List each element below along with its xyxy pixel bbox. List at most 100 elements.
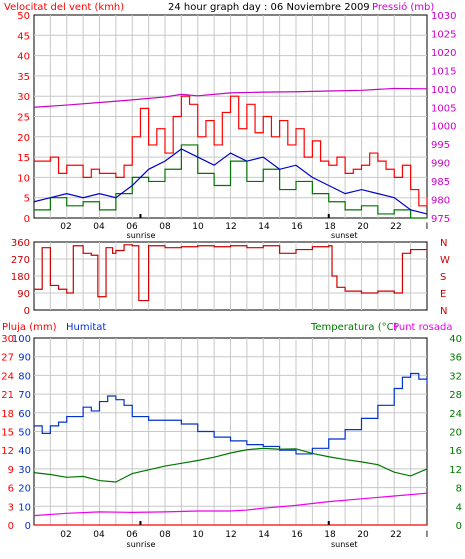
- rain-tick-label: 9: [8, 465, 14, 476]
- direction-tick-label: 180: [11, 272, 30, 283]
- temperature-tick-label: 40: [449, 334, 462, 345]
- x-tick-label: 16: [291, 222, 303, 232]
- x-tick-label: 18: [324, 530, 336, 540]
- x-tick-label: 20: [357, 530, 369, 540]
- compass-tick-label: N: [440, 306, 447, 317]
- rain-tick-label: 27: [1, 353, 14, 364]
- humidity-tick-label: 70: [18, 390, 31, 401]
- x-tick-label: 04: [93, 530, 105, 540]
- humidity-tick-label: 30: [18, 465, 31, 476]
- temperature-tick-label: 20: [449, 428, 462, 439]
- temperature-tick-label: 12: [449, 465, 462, 476]
- rain-tick-label: 18: [1, 409, 14, 420]
- pressure-tick-label: 1025: [431, 29, 456, 40]
- pressure-tick-label: 975: [431, 214, 450, 225]
- x-tick-label: 06: [126, 530, 138, 540]
- humidity-tick-label: 20: [18, 484, 31, 495]
- rain-tick-label: 30: [1, 334, 14, 345]
- humidity-tick-label: 40: [18, 446, 31, 457]
- x-axis-temp: 02 04 06 08 10 12 14 16 18 20 22 I sunri…: [60, 530, 428, 549]
- series-wind-gust: [34, 95, 428, 207]
- temperature-tick-label: 24: [449, 409, 462, 420]
- rain-axis-label: Pluja (mm): [2, 322, 57, 333]
- x-tick-label: 06: [126, 222, 138, 232]
- humidity-tick-label: 60: [18, 409, 31, 420]
- series-pressure: [33, 87, 428, 108]
- wind-axis-label: Velocitat del vent (kmh): [4, 2, 124, 13]
- wind-tick-label: 40: [17, 52, 30, 63]
- humidity-tick-label: 10: [18, 502, 31, 513]
- pressure-tick-label: 1005: [431, 103, 456, 114]
- rain-tick-label: 12: [1, 446, 14, 457]
- temperature-tick-label: 8: [456, 484, 462, 495]
- direction-tick-label: 270: [11, 255, 30, 266]
- temperature-tick-label: 16: [449, 446, 462, 457]
- series-green: [34, 144, 427, 219]
- x-tick-label: 14: [258, 222, 270, 232]
- temperature-tick-label: 0: [456, 521, 462, 532]
- pressure-tick-label: 1030: [431, 11, 456, 22]
- humidity-tick-label: 0: [25, 521, 31, 532]
- temperature-tick-label: 32: [449, 371, 462, 382]
- x-tick-label: 08: [159, 530, 171, 540]
- series-wind-avg: [33, 148, 428, 215]
- x-tick-label: 10: [192, 222, 204, 232]
- series-humidity: [34, 372, 428, 455]
- sunrise-label: sunrise: [127, 540, 156, 549]
- x-axis-wind: 02 04 06 08 10 12 14 16 18 20 22 I sunri…: [60, 222, 428, 240]
- pressure-tick-label: 980: [431, 196, 450, 207]
- wind-tick-label: 20: [17, 133, 30, 144]
- rain-tick-label: 21: [1, 390, 14, 401]
- dewpoint-axis-label: Punt rosada: [393, 322, 452, 333]
- compass-tick-label: S: [440, 272, 446, 283]
- x-tick-label: 08: [159, 222, 171, 232]
- x-tick-label: 12: [225, 222, 236, 232]
- x-tick-label: 12: [225, 530, 236, 540]
- direction-tick-label: 0: [24, 306, 30, 317]
- x-tick-label: 22: [390, 222, 401, 232]
- rain-tick-label: 0: [8, 521, 14, 532]
- temperature-tick-label: 4: [456, 502, 462, 513]
- wind-tick-label: 15: [17, 153, 30, 164]
- pressure-tick-label: 1020: [431, 48, 456, 59]
- pressure-tick-label: 985: [431, 177, 450, 188]
- wind-tick-label: 45: [17, 31, 30, 42]
- humidity-tick-label: 100: [12, 334, 31, 345]
- wind-tick-label: 30: [17, 92, 30, 103]
- wind-tick-label: 5: [24, 194, 30, 205]
- series-temperature: [33, 447, 428, 483]
- sunset-label: sunset: [331, 540, 358, 549]
- pressure-axis-label: Pressió (mb): [372, 1, 434, 13]
- humidity-tick-label: 50: [18, 428, 31, 439]
- chart-title: 24 hour graph day : 06 Noviembre 2009: [168, 2, 370, 13]
- x-tick-label: 22: [390, 530, 401, 540]
- x-tick-label: 10: [192, 530, 204, 540]
- series-wind-direction: [34, 244, 428, 302]
- humidity-tick-label: 90: [18, 353, 31, 364]
- wind-tick-label: 35: [17, 72, 30, 83]
- sunrise-label: sunrise: [127, 231, 156, 240]
- sunset-label: sunset: [331, 231, 358, 240]
- rain-tick-label: 6: [8, 484, 14, 495]
- x-tick-label: 18: [324, 222, 336, 232]
- pressure-tick-label: 1010: [431, 85, 456, 96]
- x-tick-label: 02: [60, 222, 71, 232]
- wind-tick-label: 25: [17, 113, 30, 124]
- compass-tick-label: W: [440, 255, 450, 266]
- pressure-tick-label: 995: [431, 140, 450, 151]
- temperature-tick-label: 36: [449, 353, 462, 364]
- x-tick-label: 14: [258, 530, 270, 540]
- temperature-axis-label: Temperatura (°C): [310, 322, 398, 333]
- compass-tick-label: E: [440, 289, 446, 300]
- series-dewpoint: [33, 492, 428, 517]
- pressure-tick-label: 1015: [431, 66, 456, 77]
- x-end-label: I: [426, 222, 429, 232]
- pressure-tick-label: 990: [431, 159, 450, 170]
- temperature-tick-label: 28: [449, 390, 462, 401]
- x-tick-label: 04: [93, 222, 105, 232]
- direction-tick-label: 360: [11, 238, 30, 249]
- rain-tick-label: 24: [1, 371, 14, 382]
- x-tick-label: 02: [60, 530, 71, 540]
- pressure-tick-label: 1000: [431, 122, 456, 133]
